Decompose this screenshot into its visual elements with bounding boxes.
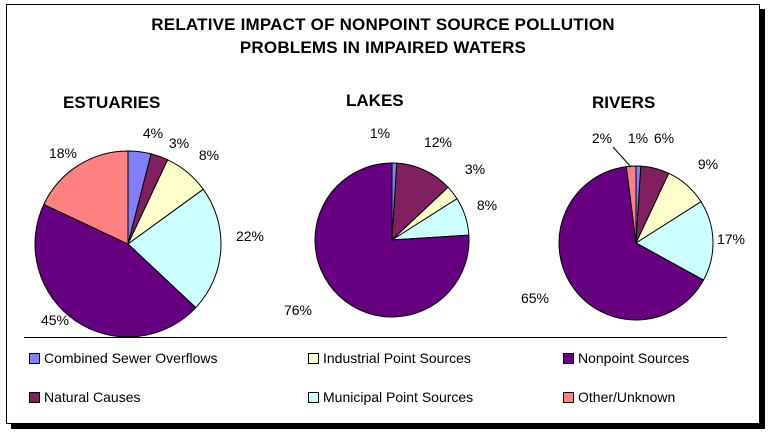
pie-0-slice-municipal-point-sources	[127, 188, 222, 309]
rivers-other-leader-line	[612, 146, 632, 168]
pie-2-label-1: 6%	[654, 130, 674, 146]
pie-2-label-0: 1%	[628, 130, 648, 146]
pie-1-label-4: 76%	[284, 302, 312, 318]
pie-1-label-2: 3%	[465, 161, 485, 177]
pie-0-label-4: 45%	[41, 312, 69, 328]
pie-2-label-4: 65%	[521, 290, 549, 306]
pie-2-slice-other-unknown	[625, 165, 637, 244]
pie-2-label-2: 9%	[698, 156, 718, 172]
estuaries-heading: ESTUARIES	[63, 93, 161, 112]
lakes-heading: LAKES	[346, 91, 404, 110]
pie-1-label-3: 8%	[477, 197, 497, 213]
pie-0-slice-nonpoint-sources	[34, 203, 197, 338]
pie-1: 1% 12% 3% 8% 76%	[284, 125, 497, 318]
pie-0-label-3: 22%	[236, 228, 264, 244]
pie-charts: 4% 3% 8% 22% 45% 18% 1% 12% 3% 8% 76% 1% 6% 9% 17% 65% 2…	[34, 125, 745, 338]
pie-0-slice-other-unknown	[43, 150, 129, 245]
pie-0: 4% 3% 8% 22% 45% 18%	[34, 125, 264, 338]
pie-2-label-3: 17%	[717, 231, 745, 247]
pie-0-label-1: 3%	[169, 135, 189, 151]
pie-0-label-5: 18%	[49, 145, 77, 161]
pie-2-slice-nonpoint-sources	[558, 166, 705, 321]
title-line-2: PROBLEMS IN IMPAIRED WATERS	[239, 38, 527, 57]
pie-1-label-0: 1%	[370, 125, 390, 141]
title-line-1: RELATIVE IMPACT OF NONPOINT SOURCE POLLU…	[151, 15, 615, 34]
chart-title: RELATIVE IMPACT OF NONPOINT SOURCE POLLU…	[7, 13, 759, 59]
pie-0-label-2: 8%	[199, 147, 219, 163]
pie-1-slice-nonpoint-sources	[314, 162, 470, 318]
pie-2-slice-municipal-point-sources	[635, 201, 714, 281]
pie-2: 1% 6% 9% 17% 65% 2%	[521, 130, 745, 321]
pie-1-label-1: 12%	[424, 134, 452, 150]
pie-2-label-5: 2%	[592, 130, 612, 146]
pie-0-label-0: 4%	[143, 125, 163, 141]
rivers-heading: RIVERS	[592, 93, 656, 112]
chart-frame: RELATIVE IMPACT OF NONPOINT SOURCE POLLU…	[6, 4, 760, 424]
